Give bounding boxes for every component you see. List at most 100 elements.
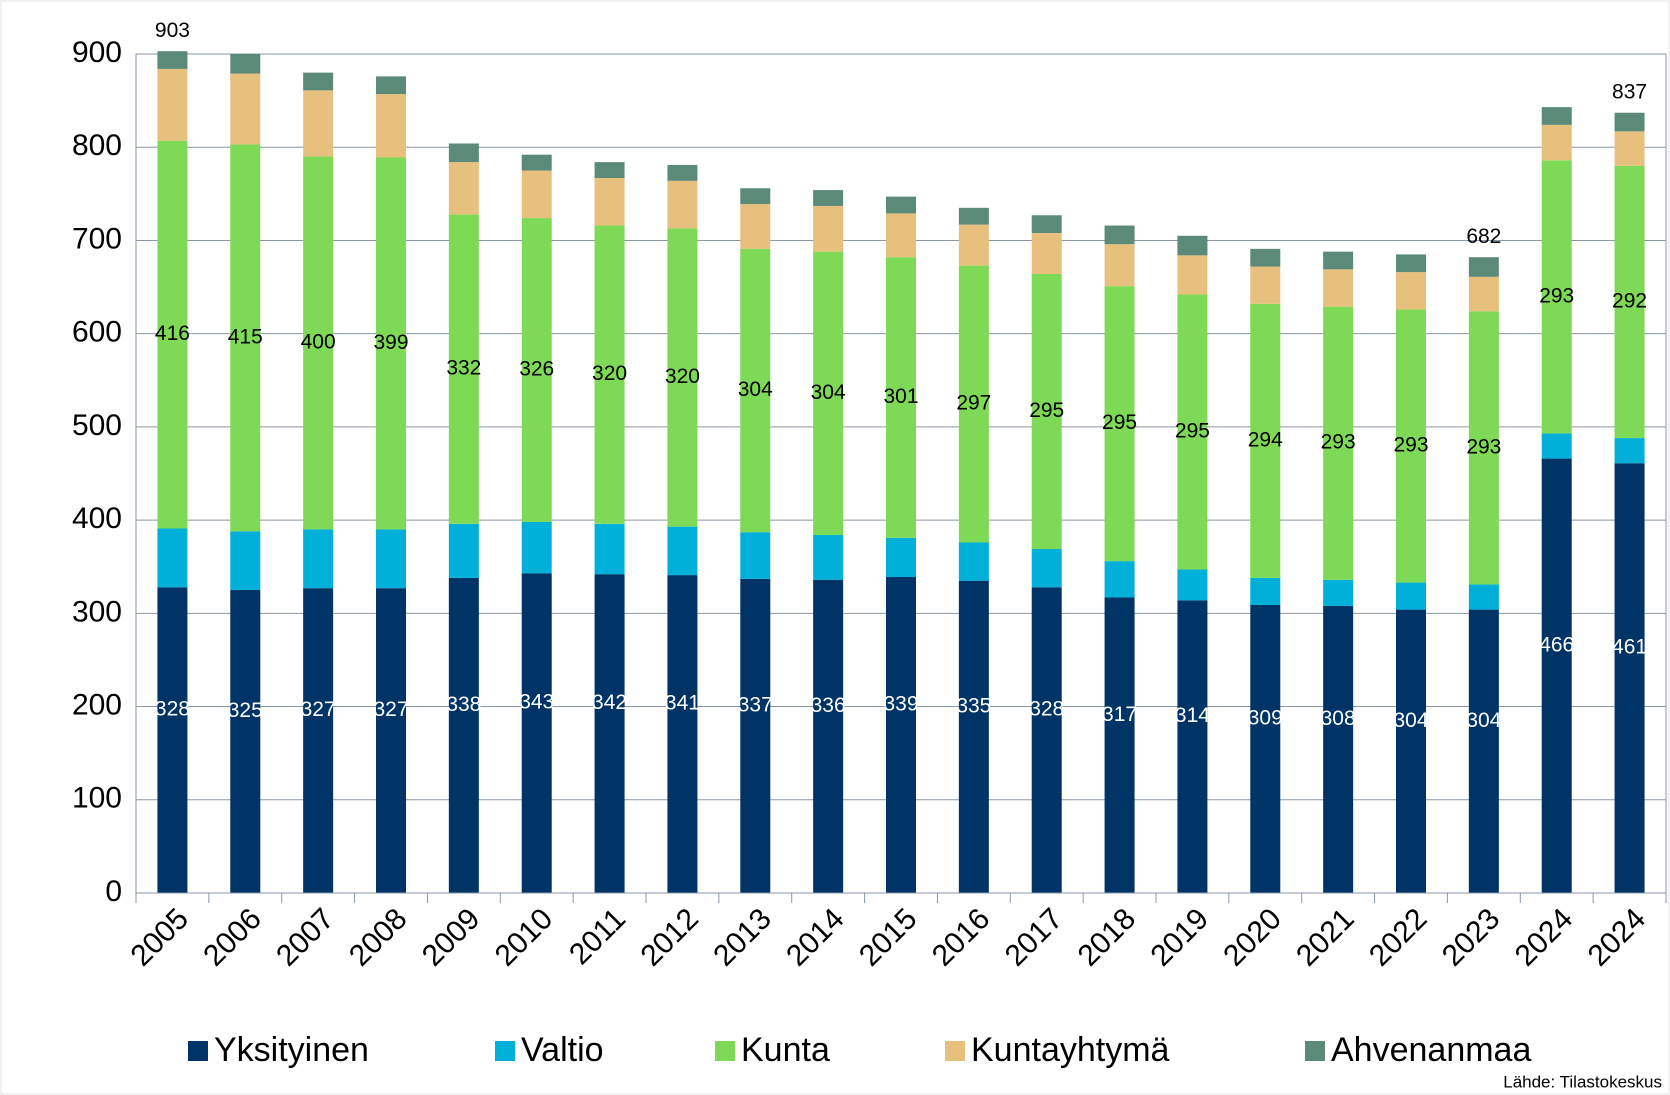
data-label: 339 — [883, 693, 918, 716]
bar-segment — [594, 574, 625, 893]
bar-segment — [1614, 112, 1645, 132]
bar-segment — [230, 590, 261, 893]
bar-segment — [1250, 266, 1281, 304]
bar-segment — [1031, 232, 1062, 275]
bar-segment — [376, 157, 406, 530]
bar-segment — [740, 188, 771, 205]
data-label: 317 — [1102, 703, 1137, 726]
bar-segment — [1104, 244, 1135, 287]
bar-segment — [448, 523, 479, 578]
bar-segment — [1104, 286, 1135, 562]
bar-segment — [667, 575, 698, 893]
data-label: 294 — [1248, 428, 1283, 451]
y-tick-label: 200 — [72, 688, 122, 721]
bar-segment — [448, 577, 479, 893]
bar-segment — [667, 228, 698, 527]
bar-segment — [667, 180, 698, 229]
bar-segment — [1031, 587, 1062, 893]
bar-segment — [1323, 269, 1354, 307]
data-label: 320 — [592, 362, 627, 385]
data-label: 314 — [1175, 704, 1210, 727]
bar-segment — [1104, 561, 1135, 598]
bar-segment — [230, 73, 261, 145]
bar-segment — [1250, 577, 1281, 605]
bar-segment — [958, 580, 989, 893]
bar-segment — [594, 523, 625, 575]
bar-segment — [813, 190, 844, 206]
bar-segment — [958, 207, 989, 225]
bar-segment — [1468, 584, 1499, 610]
y-tick-label: 600 — [72, 316, 122, 349]
bar-segment — [886, 257, 916, 538]
bar-segment — [1541, 107, 1572, 125]
bar-segment — [1614, 131, 1645, 166]
bar-segment — [886, 576, 916, 893]
bar-segment — [813, 251, 844, 536]
bar-segment — [594, 225, 625, 524]
legend-label: Valtio — [521, 1031, 604, 1069]
bar-segment — [157, 51, 188, 69]
bar-segment — [1323, 579, 1354, 606]
bar-segment — [303, 90, 334, 157]
data-label: 461 — [1612, 636, 1647, 659]
bar-segment — [376, 588, 406, 893]
bar-segment — [1031, 549, 1062, 588]
y-tick-label: 500 — [72, 409, 122, 442]
data-label: 399 — [373, 331, 408, 354]
bar-segment — [1541, 433, 1572, 459]
bar-segment — [157, 587, 188, 893]
bar-segment — [1614, 165, 1645, 439]
data-label: 292 — [1612, 290, 1647, 313]
data-label: 466 — [1539, 633, 1574, 656]
bar-segment — [521, 573, 552, 893]
bar-segment — [1614, 463, 1645, 893]
bar-segment — [303, 156, 334, 530]
bar-segment — [1396, 609, 1426, 893]
data-label: 304 — [738, 378, 773, 401]
bar-segment — [1396, 254, 1426, 273]
y-tick-label: 100 — [72, 782, 122, 815]
bar-segment — [303, 588, 334, 893]
data-label: 295 — [1102, 411, 1137, 434]
data-label: 341 — [665, 692, 700, 715]
data-label: 293 — [1466, 435, 1501, 458]
bar-segment — [376, 94, 406, 158]
bar-segment — [1104, 225, 1135, 245]
data-label: 400 — [301, 331, 336, 354]
data-label: 338 — [446, 693, 481, 716]
total-label: 837 — [1612, 80, 1647, 103]
bar-segment — [521, 521, 552, 574]
bar-segment — [958, 224, 989, 266]
bar-segment — [1177, 235, 1208, 256]
y-tick-label: 900 — [72, 36, 122, 69]
bar-segment — [1031, 274, 1062, 550]
bar-segment — [594, 177, 625, 226]
bar-segment — [740, 578, 771, 893]
bar-segment — [958, 542, 989, 581]
bar-segment — [1104, 597, 1135, 893]
data-label: 326 — [519, 358, 554, 381]
bar-segment — [448, 162, 479, 215]
bar-segment — [1468, 257, 1499, 277]
bar-segment — [303, 529, 334, 589]
data-label: 337 — [738, 693, 773, 716]
y-tick-label: 300 — [72, 595, 122, 628]
bar-segment — [886, 537, 916, 577]
data-label: 332 — [446, 357, 481, 380]
total-label: 903 — [155, 19, 190, 42]
bar-segment — [521, 218, 552, 522]
bar-segment — [1177, 294, 1208, 570]
bar-segment — [448, 143, 479, 163]
bar-segment — [1396, 309, 1426, 583]
bar-segment — [813, 579, 844, 893]
legend-swatch — [715, 1041, 735, 1061]
y-tick-label: 0 — [105, 875, 122, 908]
bar-segment — [1250, 303, 1281, 578]
legend-label: Kuntayhtymä — [971, 1031, 1170, 1069]
bar-segment — [303, 72, 334, 91]
bar-segment — [740, 248, 771, 533]
bar-segment — [1468, 311, 1499, 585]
bar-segment — [1323, 605, 1354, 893]
data-label: 304 — [1393, 709, 1428, 732]
